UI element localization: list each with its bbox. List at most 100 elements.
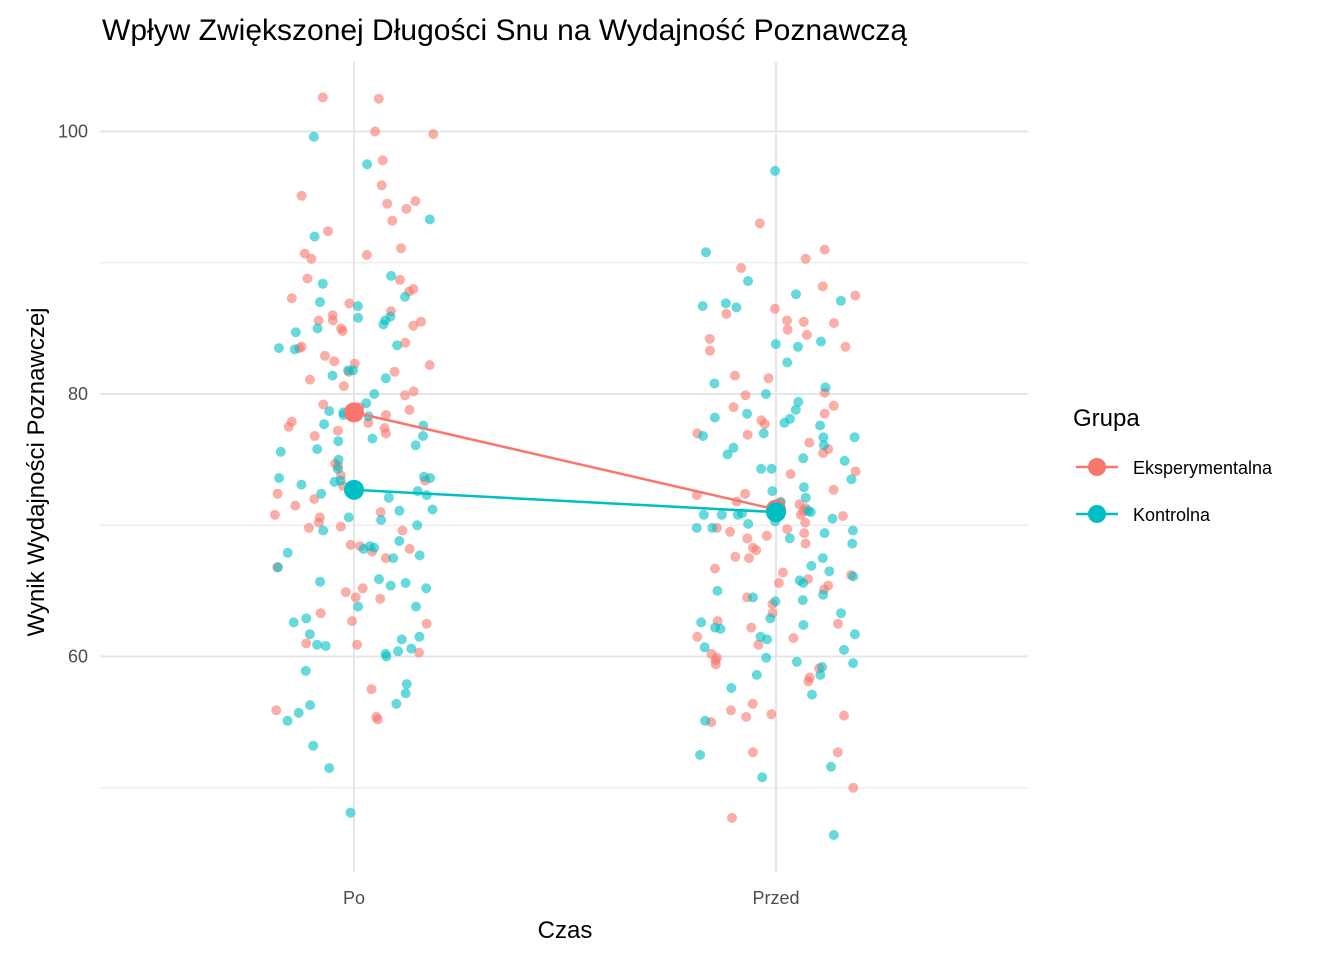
data-point (400, 390, 410, 401)
mean-point (766, 502, 786, 523)
data-point (385, 580, 396, 591)
data-point (770, 165, 781, 176)
data-point (290, 327, 301, 338)
data-point (394, 505, 405, 516)
data-point (375, 593, 386, 604)
data-point (779, 417, 790, 428)
data-point (828, 400, 839, 411)
data-point (303, 522, 314, 533)
data-point (725, 526, 736, 537)
data-point (358, 543, 369, 554)
data-point (396, 634, 407, 645)
data-point (729, 370, 740, 381)
data-point (318, 525, 329, 536)
data-point (369, 542, 380, 553)
data-point (712, 585, 723, 596)
data-point (747, 592, 758, 603)
data-point (374, 574, 384, 585)
data-point (791, 289, 801, 300)
data-point (367, 433, 378, 444)
data-point (344, 298, 355, 309)
data-point (329, 356, 340, 367)
data-point (324, 406, 335, 417)
data-point (400, 578, 411, 588)
data-point (698, 431, 708, 441)
data-point (290, 500, 301, 511)
data-point (335, 521, 346, 532)
data-point (332, 463, 343, 474)
data-point (728, 402, 739, 413)
data-point (698, 509, 709, 520)
data-point (353, 312, 364, 323)
data-point (345, 539, 356, 550)
data-point (410, 196, 421, 207)
mean-line (353, 488, 777, 514)
data-point (798, 482, 809, 493)
data-point (730, 551, 741, 562)
data-point (352, 639, 363, 650)
data-point (361, 249, 372, 260)
data-point (313, 315, 324, 326)
data-point (784, 533, 795, 544)
data-point (317, 278, 328, 289)
data-point (312, 323, 323, 334)
data-point (312, 444, 323, 455)
data-point (826, 761, 836, 772)
data-point (803, 676, 814, 687)
data-point (395, 274, 405, 285)
data-point (761, 530, 772, 541)
data-point (758, 428, 769, 439)
data-point (296, 190, 307, 201)
data-point (369, 389, 380, 399)
axis-ticks: 60 80 100 Po Przed (58, 122, 800, 909)
data-point (691, 522, 702, 533)
data-point (274, 473, 285, 483)
data-point (309, 494, 320, 504)
data-point (746, 622, 757, 633)
data-point (275, 446, 286, 457)
data-point (704, 333, 715, 344)
data-point (747, 698, 758, 709)
data-point (412, 520, 423, 531)
data-point (839, 644, 849, 655)
data-point (782, 324, 793, 335)
data-point (392, 340, 403, 351)
data-point (801, 329, 812, 340)
data-point (414, 647, 424, 658)
data-point (421, 490, 432, 501)
data-point (396, 243, 406, 254)
data-point (375, 507, 386, 518)
data-point (715, 623, 726, 634)
legend: Grupa Eksperymentalna Kontrolna (1073, 405, 1273, 525)
data-point (418, 431, 428, 441)
data-point (696, 617, 707, 628)
data-point (818, 589, 829, 600)
data-point (428, 129, 439, 140)
x-tick-label: Po (343, 888, 365, 908)
data-point (273, 562, 283, 573)
data-point (828, 830, 839, 840)
data-point (731, 302, 742, 313)
data-point (301, 613, 312, 624)
data-point (759, 419, 770, 430)
mean-line (353, 411, 777, 511)
data-point (394, 536, 405, 546)
data-point (366, 684, 377, 695)
data-point (323, 226, 333, 237)
legend-key-point (1088, 458, 1106, 476)
grid (100, 62, 1028, 872)
data-point (271, 705, 282, 716)
data-point (819, 528, 830, 539)
data-point (282, 547, 293, 558)
data-point (421, 618, 432, 629)
data-point (824, 566, 835, 577)
data-point (806, 560, 817, 571)
data-point (692, 631, 703, 642)
data-point (800, 492, 811, 503)
data-point (832, 747, 843, 758)
data-point (804, 437, 815, 448)
data-point (816, 336, 826, 347)
data-point (305, 374, 315, 385)
data-point (400, 291, 410, 302)
